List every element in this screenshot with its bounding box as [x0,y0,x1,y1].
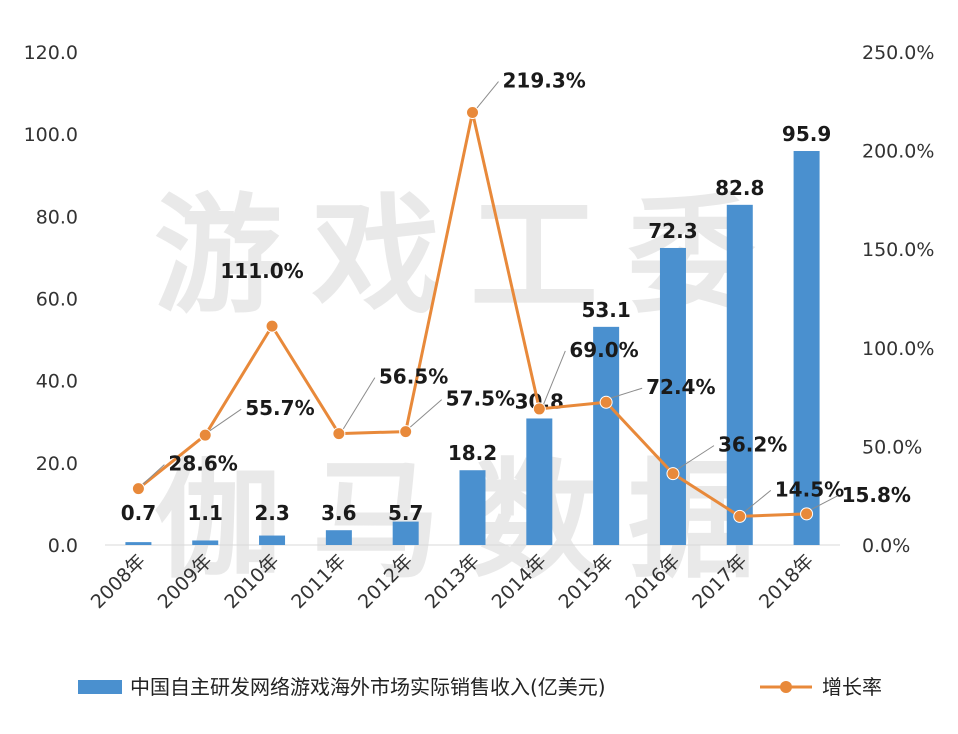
growth-rate-label: 57.5% [446,387,515,411]
bar-2008年 [125,542,152,545]
legend-label-line: 增长率 [822,675,882,699]
bar-2011年 [325,530,352,545]
growth-rate-label: 111.0% [220,259,303,283]
growth-rate-label: 14.5% [775,477,844,501]
y-right-tick-label: 50.0% [862,436,922,458]
y-right-tick-label: 150.0% [862,239,934,261]
callout-leader-line [409,399,443,428]
growth-rate-label: 219.3% [503,69,586,93]
callout-leader-line [542,350,566,406]
growth-rate-label: 69.0% [569,338,638,362]
bar-value-label: 0.7 [121,501,156,525]
callout-leader-line [810,495,838,511]
bar-2012年 [392,521,419,545]
x-tick-label: 2008年 [87,550,150,613]
bar-2017年 [726,204,753,545]
legend-label-bar: 中国自主研发网络游戏海外市场实际销售收入(亿美元) [130,675,606,699]
bar-2013年 [459,470,486,545]
y-left-tick-label: 40.0 [36,371,78,393]
bar-value-label: 53.1 [581,298,630,322]
growth-rate-point [733,509,747,523]
growth-rate-point [332,427,346,441]
y-left-tick-label: 60.0 [36,289,78,311]
growth-rate-label: 72.4% [646,375,715,399]
growth-rate-label: 56.5% [379,365,448,389]
bar-value-label: 18.2 [448,441,497,465]
watermark-line-2: 伽马数据 [154,447,786,596]
callout-leader-line [476,81,499,109]
callout-leader-line [676,445,715,471]
bar-value-label: 95.9 [782,122,831,146]
growth-rate-point [198,428,212,442]
y-left-tick-label: 80.0 [36,206,78,228]
y-right-tick-label: 250.0% [862,42,934,64]
bar-value-label: 5.7 [388,501,423,525]
growth-rate-point [399,425,413,439]
growth-rate-point [800,507,814,521]
bar-2015年 [593,326,620,545]
legend-swatch-marker [780,681,792,693]
bar-2010年 [259,535,286,545]
growth-rate-label: 28.6% [168,452,237,476]
growth-rate-label: 36.2% [718,433,787,457]
y-right-tick-label: 0.0% [862,535,910,557]
growth-rate-label: 15.8% [842,483,911,507]
bar-value-label: 72.3 [648,219,697,243]
growth-rate-point [466,106,479,120]
growth-rate-point [599,395,613,409]
y-left-tick-label: 120.0 [24,42,78,64]
callout-leader-line [142,464,165,485]
y-right-tick-label: 200.0% [862,141,934,163]
callout-leader-line [743,490,772,513]
bar-2018年 [793,151,820,545]
growth-rate-point [131,482,145,496]
callout-leader-line [609,387,643,399]
bar-value-label: 3.6 [321,501,356,525]
callout-leader-line [208,408,242,432]
callout-leader-line [342,377,376,430]
bar-2014年 [526,418,553,545]
growth-rate-point [265,319,279,333]
bar-2016年 [659,247,686,545]
bar-value-label: 1.1 [188,501,223,525]
watermark-line-1: 游戏工委 [154,182,786,331]
y-left-tick-label: 100.0 [24,124,78,146]
bar-value-label: 82.8 [715,176,764,200]
legend-swatch-bar [78,680,122,694]
y-left-tick-label: 20.0 [36,453,78,475]
bar-2009年 [192,540,219,545]
growth-rate-point [666,467,680,481]
y-left-tick-label: 0.0 [48,535,78,557]
y-right-tick-label: 100.0% [862,338,934,360]
growth-rate-point [532,402,546,416]
growth-rate-label: 55.7% [245,396,314,420]
bar-value-label: 2.3 [254,501,289,525]
